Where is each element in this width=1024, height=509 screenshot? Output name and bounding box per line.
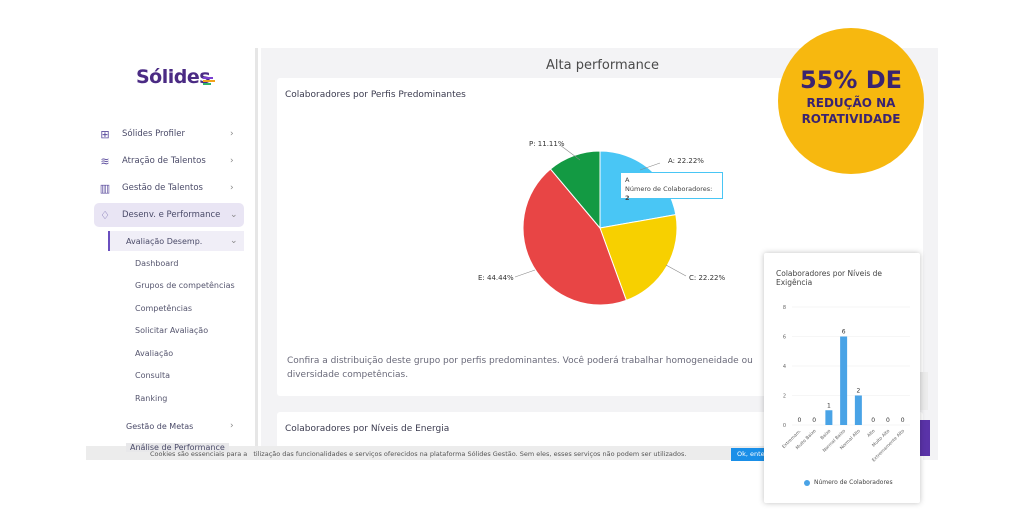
chevron-right-icon: › [230, 183, 234, 193]
sidebar-leaf-ranking[interactable]: Ranking [135, 394, 168, 403]
sidebar-leaf-grupos[interactable]: Grupos de competências [135, 281, 235, 290]
bar-chart-card: Colaboradores por Níveis de Exigência 0 2… [764, 253, 920, 503]
sidebar-item-desenv-performance[interactable]: ♢ Desenv. e Performance ⌄ [94, 203, 244, 227]
bar-value-label: 0 [797, 417, 801, 424]
sidebar: Sólides ⊞ Sólides Profiler › ≋ Atração d… [86, 48, 258, 460]
y-tick-label: 6 [783, 335, 786, 341]
sidebar-leaf-dashboard[interactable]: Dashboard [135, 259, 179, 268]
card-title: Colaboradores por Perfis Predominantes [285, 90, 466, 100]
pie-connector [559, 144, 581, 161]
bar-chart-title: Colaboradores por Níveis de Exigência [776, 269, 883, 287]
pie-label-p: P: 11.11% [529, 140, 565, 148]
pie-slice-e[interactable] [522, 168, 627, 306]
bar-value-label: 0 [871, 417, 875, 424]
sidebar-leaf-avaliacao[interactable]: Avaliação [135, 349, 174, 358]
chevron-down-icon: ⌄ [230, 210, 238, 220]
bar-value-label: 2 [856, 388, 860, 395]
sidebar-leaf-competencias[interactable]: Competências [135, 304, 193, 313]
sidebar-item-gestao-metas[interactable]: Gestão de Metas › [108, 416, 244, 436]
sidebar-subitem-avaliacao-desemp[interactable]: Avaliação Desemp. ⌄ [108, 231, 244, 251]
bar-value-label: 0 [901, 417, 905, 424]
page-title: Alta performance [546, 58, 659, 73]
tooltip-name: A [625, 176, 630, 184]
sidebar-item-atracao[interactable]: ≋ Atração de Talentos › [94, 149, 244, 173]
tooltip-label: Número de Colaboradores: [625, 185, 713, 193]
brand-logo: Sólides [136, 66, 211, 88]
pie-label-c: C: 22.22% [689, 274, 726, 282]
grid-icon: ⊞ [100, 127, 110, 141]
sidebar-leaf-solicitar[interactable]: Solicitar Avaliação [135, 326, 209, 335]
pie-label-e: E: 44.44% [478, 274, 514, 282]
y-tick-label: 4 [783, 364, 786, 370]
badge-line-3: ROTATIVIDADE [801, 112, 901, 126]
side-panel-tab[interactable] [920, 372, 928, 410]
pie-connector [639, 162, 661, 171]
pie-slice-p[interactable] [549, 150, 601, 230]
bar-value-label: 1 [827, 402, 831, 409]
sidebar-item-analise[interactable]: Análise de Performance [126, 443, 229, 452]
y-tick-label: 2 [783, 394, 786, 400]
bar[interactable] [840, 336, 848, 426]
chevron-down-icon: ⌄ [230, 236, 238, 246]
legend-swatch [804, 479, 810, 486]
pie-label-a: A: 22.22% [668, 157, 704, 165]
pie-slice-c[interactable] [599, 214, 678, 301]
bar[interactable] [825, 410, 833, 425]
chevron-right-icon: › [230, 129, 234, 139]
x-tick-label: Baixo [819, 428, 832, 441]
card-description: Confira a distribuição deste grupo por p… [287, 356, 753, 380]
chart-icon: ▥ [99, 181, 111, 195]
bar-chart-legend: Número de Colaboradores [804, 479, 893, 486]
badge-line-2: REDUÇÃO NA [806, 96, 896, 110]
pie-tooltip: A Número de Colaboradores: 2 [620, 172, 723, 202]
legend-label: Número de Colaboradores [814, 479, 893, 486]
chevron-right-icon: › [230, 156, 234, 166]
layers-icon: ≋ [100, 154, 110, 168]
bar-value-label: 0 [812, 417, 816, 424]
badge-headline: 55% DE [799, 66, 903, 94]
bar-value-label: 0 [886, 417, 890, 424]
brand-logo-bars [203, 77, 215, 86]
bar[interactable] [854, 395, 862, 426]
y-tick-label: 0 [783, 423, 786, 429]
sidebar-item-gestao-talentos[interactable]: ▥ Gestão de Talentos › [94, 176, 244, 200]
rocket-icon: ♢ [100, 208, 110, 222]
bar-value-label: 6 [842, 329, 846, 336]
cookie-ok-button[interactable]: Ok, enten [731, 448, 771, 461]
card-title: Colaboradores por Níveis de Energia [285, 424, 450, 434]
y-tick-label: 8 [783, 305, 786, 311]
sidebar-leaf-consulta[interactable]: Consulta [135, 371, 171, 380]
cookie-banner: Análise de Performance Cookies são essen… [86, 443, 776, 460]
sidebar-item-solides-profiler[interactable]: ⊞ Sólides Profiler › [94, 122, 244, 146]
pie-connector [665, 264, 687, 277]
tooltip-value: 2 [625, 194, 630, 202]
pie-connector [514, 269, 536, 278]
cookie-text: Cookies são essenciais para a tilização … [150, 450, 687, 458]
promo-badge: 55% DE REDUÇÃO NA ROTATIVIDADE [778, 28, 924, 174]
x-tick-label: Alto [866, 428, 877, 439]
chevron-right-icon: › [230, 421, 234, 431]
chat-button[interactable] [920, 420, 930, 456]
